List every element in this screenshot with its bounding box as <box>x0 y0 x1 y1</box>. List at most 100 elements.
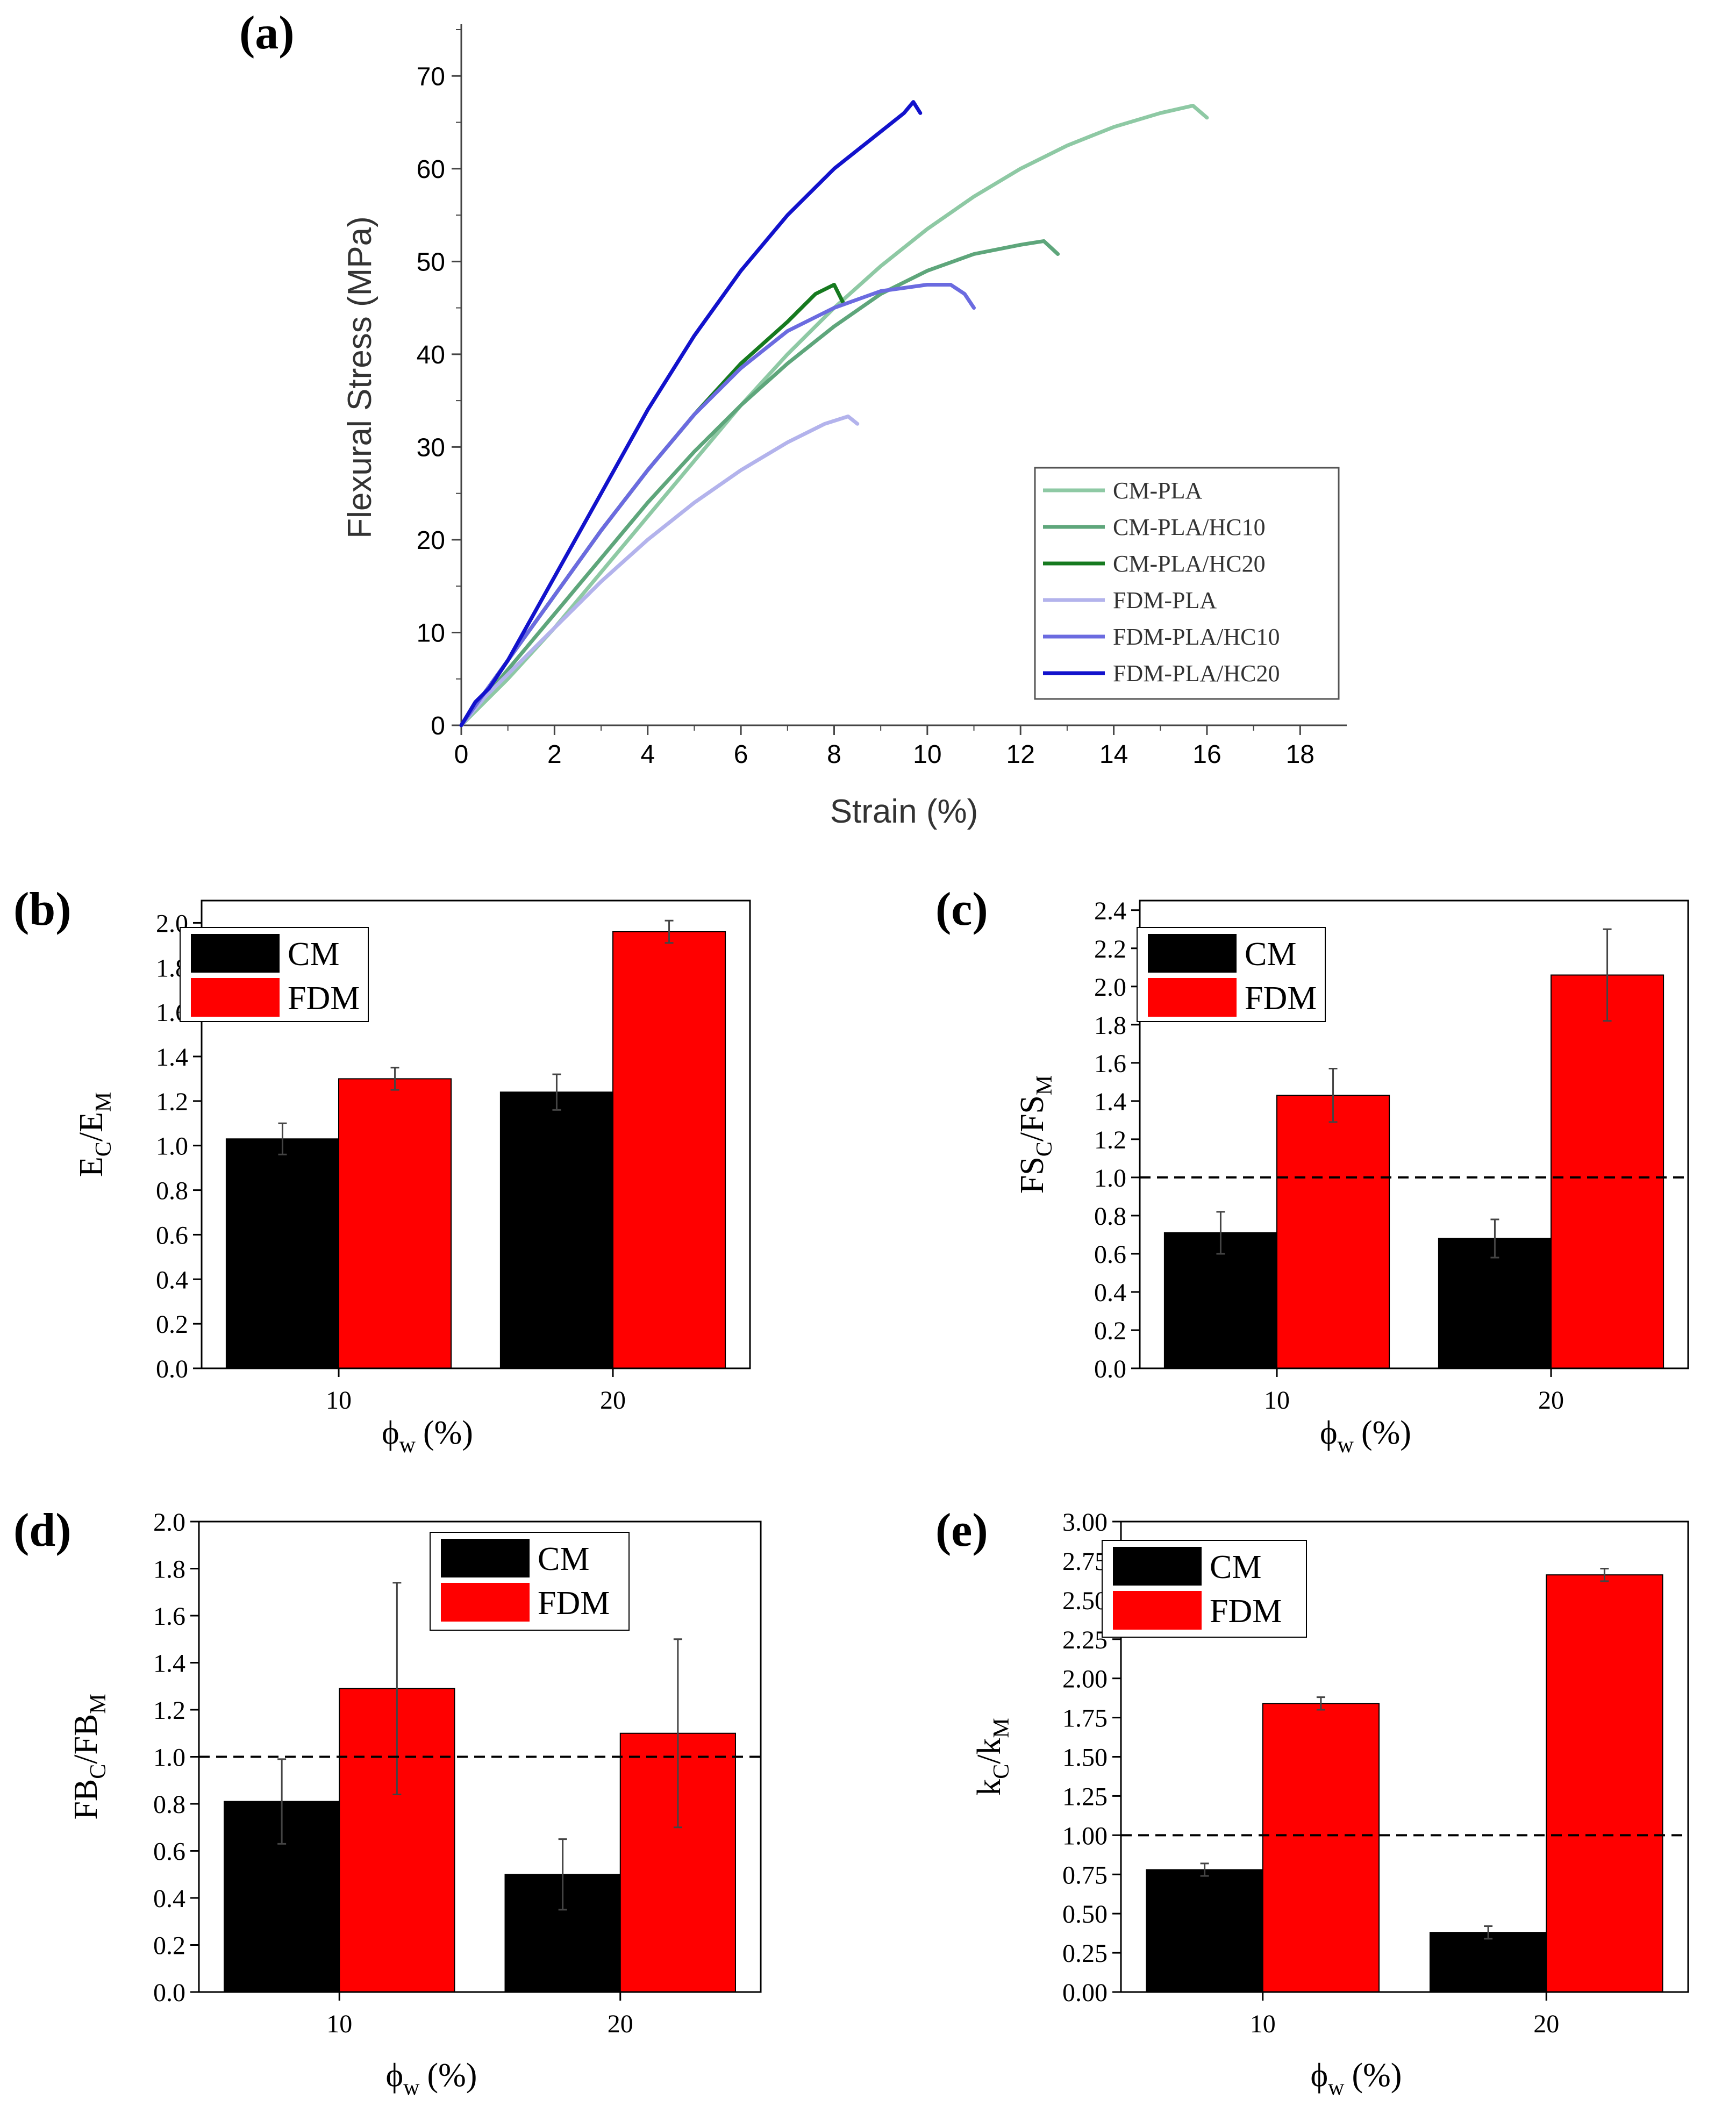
x-title-unit: (%) <box>1352 2057 1402 2094</box>
y-tick-label-e: 0.25 <box>1062 1939 1108 1968</box>
y-tick-label-b: 0.6 <box>156 1221 188 1250</box>
panel-a: (a) 0 2 4 6 8 10 12 14 16 18 0 10 20 30 40 50 60 70 Strain … <box>239 7 1347 830</box>
legend-label-cm: CM <box>1210 1549 1261 1586</box>
y-tick-label-d: 0.4 <box>153 1884 185 1913</box>
plot-frame-b <box>201 899 751 1369</box>
y-title-sub2: M <box>1032 1075 1057 1095</box>
y-tick-label-e: 0.75 <box>1062 1861 1108 1889</box>
legend-label-a: CM-PLA/HC20 <box>1113 551 1266 577</box>
x-tick-label-e: 20 <box>1533 2010 1559 2038</box>
y-tick-label-e: 2.50 <box>1062 1587 1108 1615</box>
y-tick-label-c: 0.2 <box>1094 1317 1126 1345</box>
x-title-unit: (%) <box>1361 1415 1411 1451</box>
y-tick-label-e: 0.50 <box>1062 1900 1108 1929</box>
legend-swatch-fdm <box>441 1583 530 1622</box>
x-tick-label-c: 20 <box>1538 1386 1564 1415</box>
y-tick-label-c: 0.4 <box>1094 1279 1126 1307</box>
y-tick-label-b: 1.2 <box>156 1088 188 1116</box>
y-axis-title-e: kC/kM <box>971 1718 1014 1796</box>
x-title-main: ϕ <box>1320 1415 1338 1451</box>
x-tick-label-d: 10 <box>326 2010 352 2038</box>
x-axis-title-a: Strain (%) <box>830 793 978 830</box>
y-tick-label-d: 1.2 <box>153 1696 185 1725</box>
y-tick-label-c: 1.0 <box>1094 1164 1126 1193</box>
series-line-cm-pla-hc10 <box>459 239 1060 727</box>
x-tick-label-c: 10 <box>1264 1386 1290 1415</box>
y-title-sep: /FB <box>68 1714 104 1764</box>
y-axis-title-a: Flexural Stress (MPa) <box>341 216 378 538</box>
y-title-sub1: C <box>91 1141 116 1156</box>
legend-label-cm: CM <box>538 1541 589 1577</box>
y-tick-label-e: 2.75 <box>1062 1547 1108 1576</box>
y-title-sep: /E <box>73 1112 110 1141</box>
y-tick-label-a: 0 <box>431 712 445 740</box>
y-title-main: k <box>971 1779 1008 1796</box>
y-title-main: E <box>73 1156 110 1177</box>
x-tick-label-a: 14 <box>1099 740 1128 769</box>
x-title-sub: w <box>403 2075 420 2100</box>
y-axis-title-c: FSC/FSM <box>1014 1075 1057 1194</box>
y-axis-title-d: FBC/FBM <box>68 1694 111 1819</box>
y-title-sub2: M <box>91 1092 116 1112</box>
legend-label-a: FDM-PLA/HC20 <box>1113 660 1280 687</box>
series-line-fdm-pla-hc20 <box>459 100 923 727</box>
x-title-main: ϕ <box>1311 2057 1328 2094</box>
y-tick-label-e: 1.50 <box>1062 1744 1108 1772</box>
bar-cm-20 <box>1438 1238 1552 1369</box>
y-title-sep: /FS <box>1014 1095 1051 1141</box>
legend-label-a: FDM-PLA <box>1113 587 1217 613</box>
bar-cm-20 <box>499 1091 614 1369</box>
y-tick-label-d: 1.0 <box>153 1744 185 1772</box>
y-title-sub1: C <box>86 1764 111 1779</box>
y-tick-label-d: 0.6 <box>153 1838 185 1866</box>
series-line-fdm-pla-hc10 <box>459 283 976 727</box>
y-tick-label-b: 1.0 <box>156 1132 188 1161</box>
x-tick-label-a: 6 <box>734 740 748 769</box>
legend-label-a: CM-PLA <box>1113 477 1202 504</box>
y-tick-label-c: 1.8 <box>1094 1011 1126 1040</box>
y-tick-label-c: 1.6 <box>1094 1050 1126 1078</box>
x-tick-label-e: 10 <box>1250 2010 1276 2038</box>
legend-label-fdm: FDM <box>1210 1593 1282 1630</box>
x-tick-label-a: 4 <box>640 740 655 769</box>
x-tick-label-a: 8 <box>827 740 841 769</box>
x-axis-title-c: ϕw (%) <box>1320 1415 1411 1458</box>
legend-label-fdm: FDM <box>288 980 360 1017</box>
x-title-sub: w <box>1338 1433 1354 1458</box>
legend-label-a: CM-PLA/HC10 <box>1113 514 1266 540</box>
x-tick-label-a: 0 <box>454 740 469 769</box>
y-title-main: FB <box>68 1779 104 1820</box>
y-tick-label-d: 0.2 <box>153 1932 185 1960</box>
y-tick-label-e: 2.25 <box>1062 1626 1108 1654</box>
legend-label-fdm: FDM <box>538 1585 610 1622</box>
x-tick-label-b: 10 <box>326 1386 352 1415</box>
plot-frame-c <box>1139 899 1689 1369</box>
y-tick-label-c: 0.0 <box>1094 1355 1126 1383</box>
y-tick-label-c: 0.6 <box>1094 1240 1126 1269</box>
y-tick-label-c: 1.4 <box>1094 1088 1126 1116</box>
y-tick-label-a: 50 <box>417 248 445 276</box>
legend-swatch-cm <box>1148 934 1237 973</box>
panel-b: (b)10 200.00.20.40.60.81.01.21.41.61.82.0… <box>13 883 751 1458</box>
x-tick-label-a: 12 <box>1006 740 1035 769</box>
bar-cm-10 <box>1146 1869 1263 1993</box>
panel-e: (e) 10 20 0.00 0.25 0.50 0.75 1.00 1.25 1.50 1.75 2… <box>935 1504 1689 2100</box>
panel-label-b: (b) <box>13 883 72 936</box>
x-tick-label-b: 20 <box>600 1386 626 1415</box>
x-axis-title-d: ϕw (%) <box>386 2057 477 2100</box>
y-title-sub2: M <box>989 1718 1014 1738</box>
x-title-sub: w <box>399 1433 416 1458</box>
bar-fdm-20 <box>1546 1574 1663 1993</box>
legend-swatch-cm <box>441 1539 530 1577</box>
panel-label-e: (e) <box>935 1504 988 1557</box>
y-tick-label-e: 1.25 <box>1062 1782 1108 1811</box>
x-title-main: ϕ <box>386 2057 404 2094</box>
series-line-fdm-pla <box>459 415 860 727</box>
y-tick-label-b: 0.2 <box>156 1310 188 1339</box>
y-tick-label-a: 30 <box>417 433 445 462</box>
y-tick-label-c: 0.8 <box>1094 1202 1126 1231</box>
legend-swatch-fdm <box>1148 978 1237 1017</box>
y-tick-label-c: 2.4 <box>1094 897 1126 925</box>
legend-swatch-fdm <box>191 978 280 1017</box>
